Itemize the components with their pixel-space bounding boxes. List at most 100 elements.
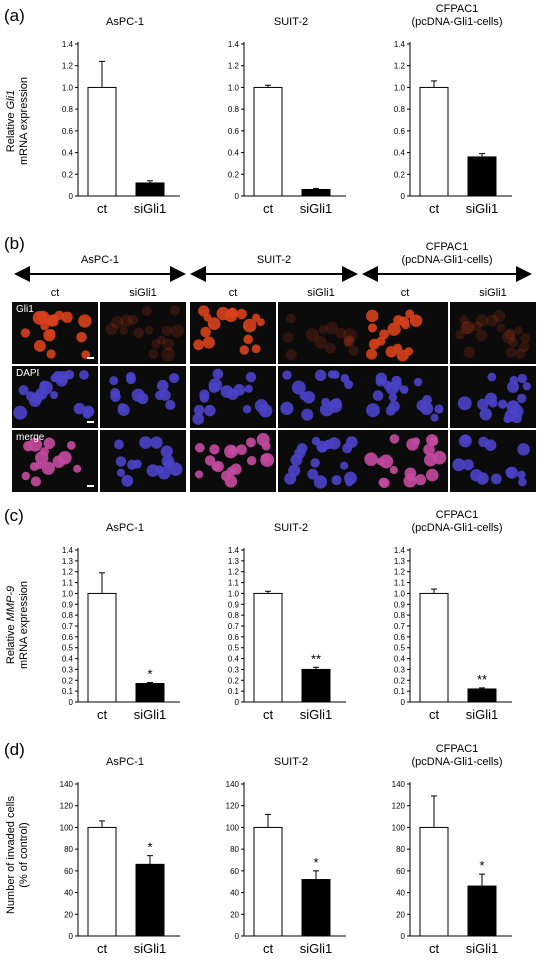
cell-nucleus xyxy=(284,472,297,485)
cell-nucleus xyxy=(399,385,409,394)
bar-ct xyxy=(87,86,117,197)
y-axis-label-d-line1: Number of invaded cells xyxy=(5,796,17,915)
cell-nucleus xyxy=(452,458,466,472)
x-tick-label: siGli1 xyxy=(300,941,333,956)
cell-nucleus xyxy=(127,314,139,326)
cell-nucleus xyxy=(366,403,380,418)
cell-nucleus xyxy=(246,455,257,466)
y-tick-label: 1.4 xyxy=(228,546,240,555)
cell-nucleus xyxy=(73,464,82,473)
panel-label-a: (a) xyxy=(4,6,25,25)
y-tick-label: 0.6 xyxy=(228,633,240,642)
micrograph-cell xyxy=(450,302,536,364)
cell-nucleus xyxy=(34,461,43,470)
y-tick-label: 0.7 xyxy=(394,622,406,631)
y-tick-label: 0.2 xyxy=(228,676,240,685)
cell-nucleus xyxy=(126,374,137,385)
cell-nucleus xyxy=(115,456,127,467)
y-tick-label: 120 xyxy=(226,802,240,811)
bar-ct xyxy=(419,592,449,703)
cell-nucleus xyxy=(296,443,308,454)
group-title: AsPC-1 xyxy=(81,254,119,266)
chart-title: CFPAC1 xyxy=(436,509,479,521)
cell-nucleus xyxy=(236,308,247,320)
cell-nucleus xyxy=(498,399,508,409)
micrograph-cell xyxy=(100,366,186,428)
micrograph-cell xyxy=(362,366,448,428)
micrograph-cell xyxy=(100,430,186,492)
y-axis-label-d: Number of invaded cells (% of control) xyxy=(5,785,31,925)
panel-label-b: (b) xyxy=(4,234,25,253)
cell-nucleus xyxy=(343,328,358,343)
chart-title: AsPC-1 xyxy=(106,522,144,534)
cell-nucleus xyxy=(78,314,92,328)
cell-nucleus xyxy=(414,474,427,486)
cell-nucleus xyxy=(192,413,205,425)
cell-nucleus xyxy=(282,370,292,380)
bar-siGli1 xyxy=(467,885,497,937)
cell-nucleus xyxy=(76,331,87,343)
y-tick-label: 0 xyxy=(69,932,74,941)
cell-nucleus xyxy=(285,313,296,324)
cell-nucleus xyxy=(58,450,72,465)
y-tick-label: 1.0 xyxy=(394,589,406,598)
x-tick-label: ct xyxy=(97,941,108,956)
y-tick-label: 80 xyxy=(64,845,73,854)
cell-nucleus xyxy=(244,384,253,393)
cell-nucleus xyxy=(470,468,483,482)
cell-nucleus xyxy=(193,404,205,416)
cell-nucleus xyxy=(114,439,124,450)
cell-nucleus xyxy=(193,339,204,351)
y-tick-label: 1.0 xyxy=(62,83,74,92)
cell-nucleus xyxy=(204,455,216,466)
y-tick-label: 140 xyxy=(226,780,240,789)
cell-nucleus xyxy=(148,348,159,359)
cell-nucleus xyxy=(121,474,134,487)
y-tick-label: 1.3 xyxy=(228,557,240,566)
cell-nucleus xyxy=(310,458,320,468)
micrograph-cell xyxy=(190,302,276,364)
cell-nucleus xyxy=(401,321,410,330)
cell-nucleus xyxy=(254,399,269,413)
cell-nucleus xyxy=(393,315,404,326)
cell-nucleus xyxy=(110,316,124,329)
micrograph-image xyxy=(366,372,444,422)
cell-nucleus xyxy=(487,372,497,382)
cell-nucleus xyxy=(291,380,306,395)
x-tick-label: ct xyxy=(429,941,440,956)
cell-nucleus xyxy=(404,347,414,356)
micrograph-cell: DAPI xyxy=(12,366,98,428)
micrograph-cell: Gli1 xyxy=(12,302,98,364)
column-label: ct xyxy=(229,287,238,299)
bar-chart-c-suit2: SUIT-2 0 0.1 0.2 0.30.4 0.5 0.6 0.7 0.8 0.9 1.01.1… xyxy=(228,522,346,722)
cell-nucleus xyxy=(18,385,29,396)
stain-label: merge xyxy=(16,432,45,443)
stain-label: Gli1 xyxy=(16,304,34,315)
cell-nucleus xyxy=(459,315,469,325)
cell-nucleus xyxy=(479,408,492,421)
y-tick-label: 80 xyxy=(396,845,405,854)
cell-nucleus xyxy=(260,453,275,467)
cell-nucleus xyxy=(389,434,400,444)
cell-nucleus xyxy=(505,347,517,358)
x-tick-label: siGli1 xyxy=(466,707,499,722)
cell-nucleus xyxy=(516,393,527,404)
y-tick-label: 1.0 xyxy=(394,83,406,92)
cell-nucleus xyxy=(514,326,523,335)
cell-nucleus xyxy=(388,393,398,402)
y-tick-label: 1.2 xyxy=(62,568,74,577)
cell-nucleus xyxy=(340,461,349,470)
cell-nucleus xyxy=(40,321,49,331)
cell-nucleus xyxy=(141,306,152,317)
cell-nucleus xyxy=(43,329,56,342)
column-label: ct xyxy=(51,287,60,299)
cell-nucleus xyxy=(132,459,142,469)
bar-ct xyxy=(419,86,449,197)
cell-nucleus xyxy=(331,475,342,486)
bar-siGli1 xyxy=(135,863,165,937)
micrograph-image xyxy=(365,309,423,362)
significance-mark: * xyxy=(313,855,318,870)
bar-chart-c-cfpac1: CFPAC1(pcDNA-Gli1-cells) 0 0.1 0.2 0.30.4 0.5… xyxy=(394,509,512,722)
cell-nucleus xyxy=(364,452,378,466)
y-tick-label: 0.8 xyxy=(62,105,74,114)
